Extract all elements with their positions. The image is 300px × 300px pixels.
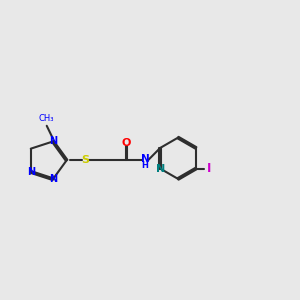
Text: N: N (49, 136, 57, 146)
Text: N: N (49, 174, 57, 184)
Text: N: N (27, 167, 35, 177)
Text: CH₃: CH₃ (39, 114, 55, 123)
Text: N: N (156, 164, 165, 174)
Text: N: N (141, 154, 149, 164)
Text: I: I (207, 162, 211, 175)
Text: O: O (122, 138, 131, 148)
Text: S: S (81, 155, 89, 165)
Text: H: H (142, 161, 148, 170)
